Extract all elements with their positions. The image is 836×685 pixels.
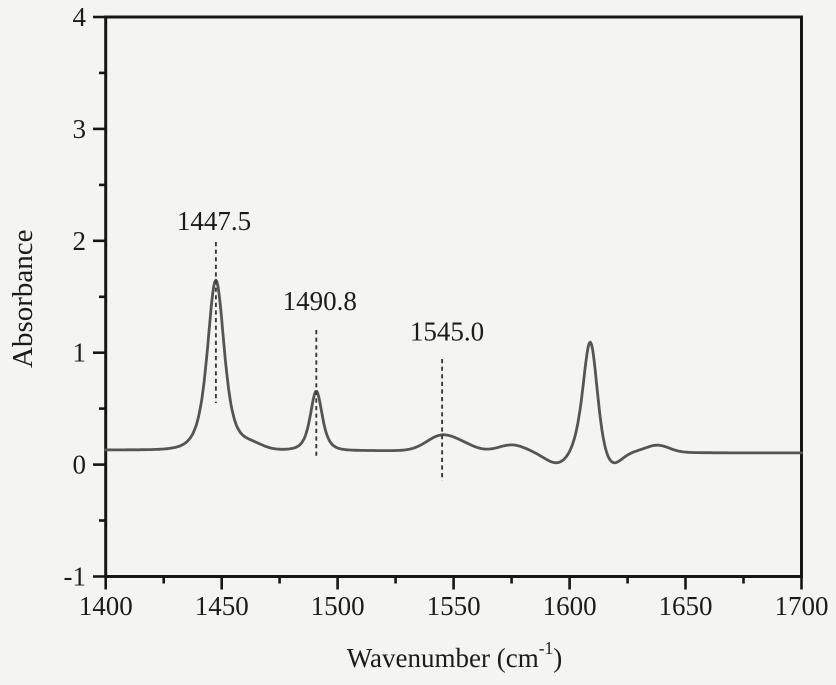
svg-text:3: 3 — [73, 114, 87, 144]
svg-text:1447.5: 1447.5 — [177, 206, 251, 236]
svg-text:1500: 1500 — [311, 591, 365, 621]
svg-text:2: 2 — [73, 226, 87, 256]
svg-text:1600: 1600 — [543, 591, 597, 621]
svg-text:1400: 1400 — [79, 591, 133, 621]
svg-text:4: 4 — [73, 2, 87, 32]
svg-text:-1: -1 — [64, 562, 87, 592]
svg-text:1490.8: 1490.8 — [283, 286, 357, 316]
svg-text:1450: 1450 — [195, 591, 249, 621]
svg-text:Absorbance: Absorbance — [7, 229, 39, 368]
svg-text:Wavenumber (cm-1): Wavenumber (cm-1) — [347, 638, 563, 673]
svg-text:1650: 1650 — [659, 591, 713, 621]
svg-text:1: 1 — [73, 338, 87, 368]
svg-text:1545.0: 1545.0 — [410, 317, 484, 347]
svg-text:0: 0 — [73, 450, 87, 480]
svg-text:1700: 1700 — [775, 591, 829, 621]
svg-text:1550: 1550 — [427, 591, 481, 621]
